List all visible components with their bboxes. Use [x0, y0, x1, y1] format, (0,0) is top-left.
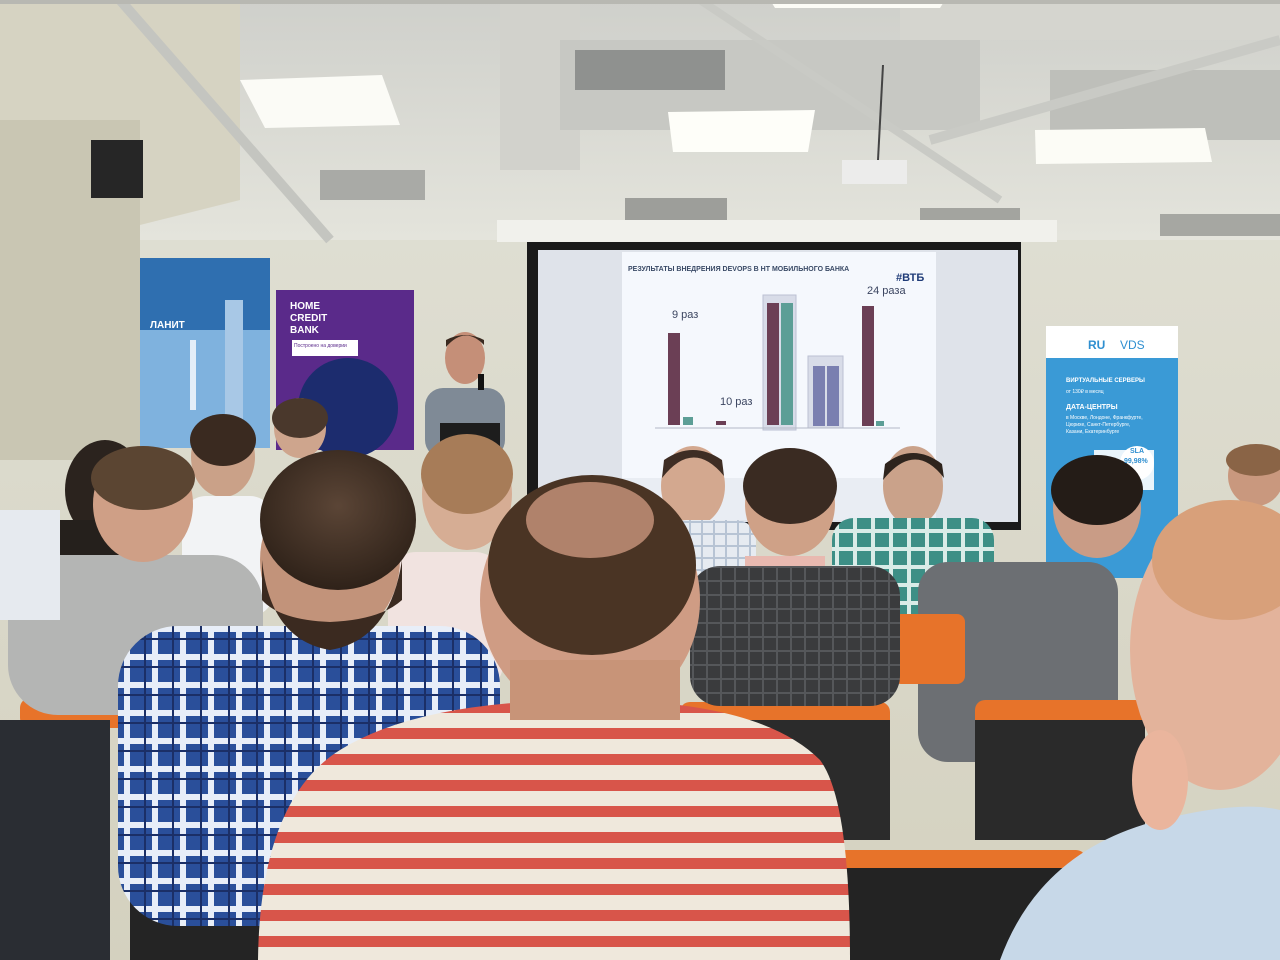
annotation-24x: 24 раза	[867, 285, 906, 297]
ruvds-logo-ru: RU	[1088, 338, 1106, 352]
ruvds-sla-label: SLA	[1130, 448, 1144, 455]
audience-front-row	[258, 475, 1280, 960]
ruvds-sla-value: 99,98%	[1124, 458, 1148, 465]
annotation-10x: 10 раз	[720, 396, 753, 408]
home-credit-line1: HOME	[290, 301, 320, 312]
ruvds-logo-vds: VDS	[1120, 338, 1145, 352]
annotation-9x: 9 раз	[672, 309, 699, 321]
ruvds-price: от 130₽ в месяц	[1066, 389, 1104, 395]
ruvds-heading1: ВИРТУАЛЬНЫЕ СЕРВЕРЫ	[1066, 378, 1145, 384]
ruvds-heading2: ДАТА-ЦЕНТРЫ	[1066, 404, 1118, 411]
slide-chart	[655, 294, 900, 431]
home-credit-line3: BANK	[290, 325, 319, 336]
lanit-logo-text: ЛАНИТ	[150, 320, 185, 331]
home-credit-tagline: Построено на доверии	[294, 343, 347, 349]
slide-title: РЕЗУЛЬТАТЫ ВНЕДРЕНИЯ DEVOPS В НТ МОБИЛЬН…	[628, 266, 850, 273]
ruvds-cities2: Цюрихе, Санкт-Петербурге,	[1066, 422, 1131, 428]
wall-speaker	[91, 140, 143, 198]
home-credit-line2: CREDIT	[290, 313, 328, 324]
ruvds-cities1: в Москве, Лондоне, Франкфурте,	[1066, 415, 1143, 421]
ruvds-cities3: Казани, Екатеринбурге	[1066, 429, 1120, 435]
slide-logo: #ВТБ	[896, 272, 925, 284]
